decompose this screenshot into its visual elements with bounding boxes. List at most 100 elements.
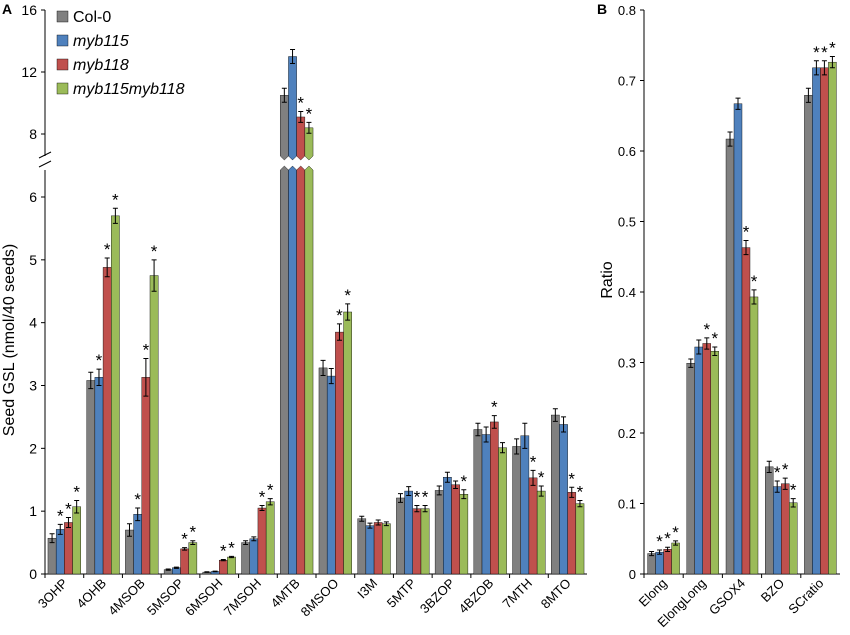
bar-myb115myb118-7msoh — [265, 501, 275, 575]
bar-myb118-7mth — [528, 477, 538, 575]
error-bar-col-0-7mth — [514, 438, 520, 455]
category-label-4bzob: 4BZOB — [456, 576, 497, 617]
significance-star-myb115myb118-5mtp: * — [422, 488, 429, 507]
bar-myb118-8mto — [567, 492, 577, 575]
category-label-5mtp: 5MTP — [384, 576, 419, 611]
significance-star-myb115myb118-8msoo: * — [344, 286, 351, 305]
significance-star-myb115-3ohp: * — [57, 506, 64, 525]
panel-b-ytick-label: 0.2 — [618, 426, 636, 441]
error-bar-myb115-7msoh — [251, 536, 257, 542]
bar-myb115myb118-4msob — [149, 275, 159, 575]
panel-a-ytick-label: 6 — [29, 189, 37, 205]
error-bar-col-0-4mtb — [281, 87, 287, 103]
error-bar-myb115-scratio — [813, 60, 819, 76]
significance-star-myb115myb118-4ohb: * — [112, 190, 119, 209]
legend-item-col-0: Col-0 — [56, 9, 111, 26]
bar-myb115myb118-scratio — [828, 61, 837, 575]
category-group-3bzop: * — [434, 471, 469, 575]
error-bar-myb118-elong — [665, 546, 671, 552]
error-bar-myb118-i3m — [375, 519, 381, 526]
panel-a-ytick-label: 5 — [29, 252, 37, 268]
bar-myb118-4msob — [141, 377, 151, 575]
bar-col-0-scratio — [804, 95, 813, 575]
bar-myb115-3bzop — [443, 477, 452, 575]
error-bar-col-0-scratio — [805, 87, 811, 103]
bar-col-0-gsox4 — [725, 138, 735, 575]
significance-star-myb118-elong: * — [664, 529, 671, 548]
bar-myb115-4msob — [133, 514, 142, 575]
bar-col-0-4mtb-lower — [280, 165, 289, 575]
bar-col-0-4mtb — [280, 95, 289, 161]
error-bar-col-0-4bzob — [475, 422, 481, 437]
bar-myb115-scratio — [812, 67, 821, 575]
error-bar-myb115-4mtb — [290, 49, 296, 64]
panel-b-ytick-label: 0.8 — [618, 3, 636, 18]
error-bar-col-0-gsox4 — [727, 131, 733, 147]
error-bar-myb115myb118-5mtp — [422, 505, 428, 513]
panel-a-ytick-label: 12 — [21, 64, 37, 80]
category-label-gsox4: GSOX4 — [706, 576, 748, 618]
bar-myb115-3ohp — [55, 529, 65, 575]
error-bar-myb115-i3m — [367, 522, 373, 529]
panel-a-ytick-label: 0 — [29, 566, 37, 582]
bar-myb115-gsox4 — [733, 103, 743, 575]
panel-a-ytick-label: 8 — [29, 126, 37, 142]
panel-a-ytick-label: 16 — [21, 2, 37, 18]
bar-col-0-3bzop — [434, 490, 444, 575]
error-bar-myb115myb118-8mto — [577, 499, 583, 508]
bar-myb118-gsox4 — [741, 247, 751, 575]
panel-b-ytick-label: 0.1 — [618, 497, 636, 512]
category-label-8msoo: 8MSOO — [298, 576, 342, 620]
error-bar-myb118-8msoo — [336, 323, 342, 341]
panel-b-ytick-label: 0.7 — [618, 74, 636, 89]
category-label-7msoh: 7MSOH — [221, 576, 264, 619]
significance-star-myb118-7mth: * — [530, 452, 537, 471]
bar-myb115myb118-4ohb — [111, 215, 120, 575]
bar-myb118-5msop — [180, 548, 189, 575]
bar-myb115myb118-3ohp — [72, 506, 81, 575]
panel-b-ytick-label: 0.5 — [618, 215, 636, 230]
error-bar-myb115myb118-4bzob — [500, 442, 506, 454]
error-bar-myb115-4msob — [135, 507, 141, 522]
error-bar-col-0-3bzop — [436, 485, 442, 496]
significance-star-myb115myb118-8mto: * — [577, 482, 584, 501]
significance-star-myb115myb118-4mtb: * — [306, 104, 313, 123]
significance-star-myb118-elonglong: * — [703, 320, 710, 339]
error-bar-myb115-bzo — [774, 480, 780, 493]
significance-star-myb115-4msob: * — [134, 490, 141, 509]
bar-myb118-3bzop — [451, 484, 460, 575]
error-bar-myb118-gsox4 — [743, 240, 749, 256]
legend-swatch-myb115 — [56, 34, 69, 47]
bar-myb115myb118-4mtb-lower — [304, 165, 314, 575]
category-group-3ohp: * ** — [47, 482, 81, 575]
bar-myb118-8msoo — [335, 331, 344, 575]
significance-star-myb118-4bzob: * — [491, 398, 498, 417]
significance-star-myb118-5msop: * — [181, 530, 188, 549]
bar-myb115myb118-5mtp — [420, 508, 430, 575]
significance-star-myb118-6msoh: * — [220, 542, 227, 561]
significance-star-myb118-scratio: * — [821, 43, 828, 62]
bar-myb118-7msoh — [257, 507, 267, 575]
bar-myb115myb118-8mto — [575, 503, 585, 575]
error-bar-myb118-4ohb — [104, 257, 110, 278]
error-bar-myb115-6msoh — [212, 570, 218, 573]
significance-star-myb115myb118-7msoh: * — [267, 481, 274, 500]
bar-myb115-5mtp — [404, 490, 413, 575]
error-bar-myb115myb118-8msoo — [345, 303, 351, 321]
category-group-5mtp: * * — [396, 486, 430, 575]
bar-myb115myb118-elonglong — [710, 351, 719, 575]
error-bar-myb115myb118-scratio — [829, 56, 835, 69]
error-bar-myb115myb118-4msob — [151, 259, 157, 292]
error-bar-col-0-5msop — [165, 568, 171, 571]
category-group-scratio: * * * — [804, 39, 837, 575]
error-bar-myb115myb118-7mth — [538, 485, 544, 497]
panel-a-ytick-label: 2 — [29, 440, 37, 456]
panel-b-y-axis-label: Ratio — [599, 261, 616, 298]
bar-myb115-4bzob — [481, 434, 491, 575]
significance-star-myb115myb118-7mth: * — [538, 468, 545, 487]
bar-myb115myb118-8msoo — [343, 311, 352, 575]
panel-b-letter: B — [597, 1, 607, 17]
significance-star-myb115-4ohb: * — [96, 351, 103, 370]
bar-myb118-scratio — [820, 67, 829, 575]
category-label-bzo: BZO — [758, 576, 788, 606]
